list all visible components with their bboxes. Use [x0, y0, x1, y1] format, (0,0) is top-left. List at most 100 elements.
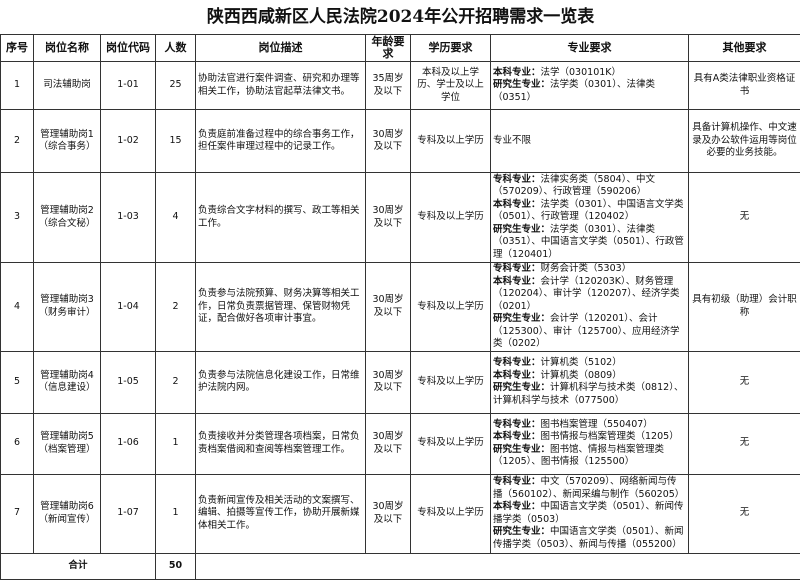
cell-edu: 专科及以上学历 — [411, 110, 491, 173]
cell-other: 无 — [689, 474, 800, 553]
cell-code: 1-05 — [101, 351, 156, 413]
cell-other: 具有初级（助理）会计职称 — [689, 263, 800, 352]
cell-other: 无 — [689, 413, 800, 474]
cell-desc: 负责综合文字材料的撰写、政工等相关工作。 — [196, 173, 366, 263]
column-header: 专业要求 — [491, 35, 689, 62]
cell-age: 30周岁及以下 — [366, 351, 411, 413]
cell-major: 专业不限 — [491, 110, 689, 173]
major-level-label: 专科专业： — [493, 476, 541, 487]
major-level-label: 研究生专业： — [493, 382, 550, 393]
cell-major: 专科专业：财务会计类（5303）本科专业：会计学（120203K）、财务管理（1… — [491, 263, 689, 352]
cell-desc: 负责庭前准备过程中的综合事务工作，担任案件审理过程中的记录工作。 — [196, 110, 366, 173]
major-line: 研究生专业：图书馆、情报与档案管理类（1205）、图书情报（125500） — [493, 444, 686, 469]
cell-name: 管理辅助岗6（新闻宣传） — [34, 474, 101, 553]
cell-code: 1-02 — [101, 110, 156, 173]
major-line: 本科专业：法学（030101K） — [493, 67, 686, 80]
major-line: 专科专业：财务会计类（5303） — [493, 263, 686, 276]
cell-no: 2 — [1, 110, 34, 173]
cell-count: 1 — [156, 474, 196, 553]
major-list: 计算机类（5102） — [541, 357, 622, 368]
cell-edu: 专科及以上学历 — [411, 173, 491, 263]
cell-edu: 专科及以上学历 — [411, 351, 491, 413]
total-label: 合计 — [1, 553, 156, 579]
major-line: 研究生专业：法学类（0301）、法律类（0351） — [493, 79, 686, 104]
major-level-label: 研究生专业： — [493, 224, 550, 235]
cell-count: 25 — [156, 62, 196, 110]
cell-no: 1 — [1, 62, 34, 110]
major-level-label: 专科专业： — [493, 357, 541, 368]
cell-age: 30周岁及以下 — [366, 173, 411, 263]
major-level-label: 研究生专业： — [493, 526, 550, 537]
cell-desc: 负责参与法院预算、财务决算等相关工作，日常负责票据管理、保管财物凭证，配合做好各… — [196, 263, 366, 352]
cell-age: 35周岁及以下 — [366, 62, 411, 110]
column-header: 序号 — [1, 35, 34, 62]
cell-other: 具有A类法律职业资格证书 — [689, 62, 800, 110]
cell-count: 15 — [156, 110, 196, 173]
major-level-label: 本科专业： — [493, 67, 541, 78]
major-line: 研究生专业：计算机科学与技术类（0812）、计算机科学与技术（077500） — [493, 382, 686, 407]
cell-desc: 负责参与法院信息化建设工作，日常维护法院内网。 — [196, 351, 366, 413]
column-header: 人数 — [156, 35, 196, 62]
cell-name: 管理辅助岗4（信息建设） — [34, 351, 101, 413]
cell-major: 专科专业：中文（570209）、网络新闻与传播（560102）、新闻采编与制作（… — [491, 474, 689, 553]
cell-no: 4 — [1, 263, 34, 352]
major-line: 本科专业：图书情报与档案管理类（1205） — [493, 431, 686, 444]
cell-no: 5 — [1, 351, 34, 413]
cell-no: 7 — [1, 474, 34, 553]
cell-count: 4 — [156, 173, 196, 263]
cell-major: 本科专业：法学（030101K）研究生专业：法学类（0301）、法律类（0351… — [491, 62, 689, 110]
cell-edu: 专科及以上学历 — [411, 413, 491, 474]
major-line: 研究生专业：中国语言文学类（0501）、新闻传播学类（0503）、新闻与传播（0… — [493, 526, 686, 551]
cell-code: 1-07 — [101, 474, 156, 553]
major-list: 财务会计类（5303） — [541, 263, 632, 274]
major-line: 专科专业：计算机类（5102） — [493, 357, 686, 370]
major-line: 专科专业：中文（570209）、网络新闻与传播（560102）、新闻采编与制作（… — [493, 476, 686, 501]
cell-code: 1-03 — [101, 173, 156, 263]
cell-edu: 本科及以上学历、学士及以上学位 — [411, 62, 491, 110]
cell-age: 30周岁及以下 — [366, 413, 411, 474]
cell-other: 具备计算机操作、中文速录及办公软件运用等岗位必要的业务技能。 — [689, 110, 800, 173]
cell-count: 1 — [156, 413, 196, 474]
cell-code: 1-01 — [101, 62, 156, 110]
major-level-label: 专科专业： — [493, 174, 541, 185]
major-line: 专科专业：法律实务类（5804）、中文（570209）、行政管理（590206） — [493, 174, 686, 199]
column-header: 岗位名称 — [34, 35, 101, 62]
cell-code: 1-04 — [101, 263, 156, 352]
total-count: 50 — [156, 553, 196, 579]
total-empty — [196, 553, 800, 579]
cell-desc: 负责新闻宣传及相关活动的文案撰写、编辑、拍摄等宣传工作，协助开展新媒体相关工作。 — [196, 474, 366, 553]
major-level-label: 专科专业： — [493, 419, 541, 430]
major-level-label: 研究生专业： — [493, 313, 550, 324]
cell-name: 管理辅助岗2（综合文秘） — [34, 173, 101, 263]
header-row: 序号岗位名称岗位代码人数岗位描述年龄要求学历要求专业要求其他要求 — [1, 35, 800, 62]
column-header: 年龄要求 — [366, 35, 411, 62]
cell-code: 1-06 — [101, 413, 156, 474]
major-list: 专业不限 — [493, 135, 531, 146]
cell-age: 30周岁及以下 — [366, 474, 411, 553]
cell-no: 3 — [1, 173, 34, 263]
major-list: 图书档案管理（550407） — [541, 419, 653, 430]
cell-major: 专科专业：法律实务类（5804）、中文（570209）、行政管理（590206）… — [491, 173, 689, 263]
major-line: 本科专业：法学类（0301）、中国语言文学类（0501）、行政管理（120402… — [493, 199, 686, 224]
major-line: 专科专业：图书档案管理（550407） — [493, 419, 686, 432]
page-title: 陕西西咸新区人民法院2024年公开招聘需求一览表 — [1, 0, 800, 35]
major-level-label: 本科专业： — [493, 199, 541, 210]
major-level-label: 本科专业： — [493, 276, 541, 287]
cell-other: 无 — [689, 351, 800, 413]
cell-other: 无 — [689, 173, 800, 263]
column-header: 其他要求 — [689, 35, 800, 62]
major-line: 研究生专业：会计学（120201）、会计（125300）、审计（125700）、… — [493, 313, 686, 351]
cell-age: 30周岁及以下 — [366, 110, 411, 173]
cell-edu: 专科及以上学历 — [411, 474, 491, 553]
major-line: 研究生专业：法学类（0301）、法律类（0351）、中国语言文学类（0501）、… — [493, 224, 686, 262]
cell-desc: 负责接收并分类管理各项档案，日常负责档案借阅和查阅等档案管理工作。 — [196, 413, 366, 474]
major-level-label: 研究生专业： — [493, 444, 550, 455]
major-level-label: 本科专业： — [493, 370, 541, 381]
cell-name: 司法辅助岗 — [34, 62, 101, 110]
cell-name: 管理辅助岗1（综合事务） — [34, 110, 101, 173]
